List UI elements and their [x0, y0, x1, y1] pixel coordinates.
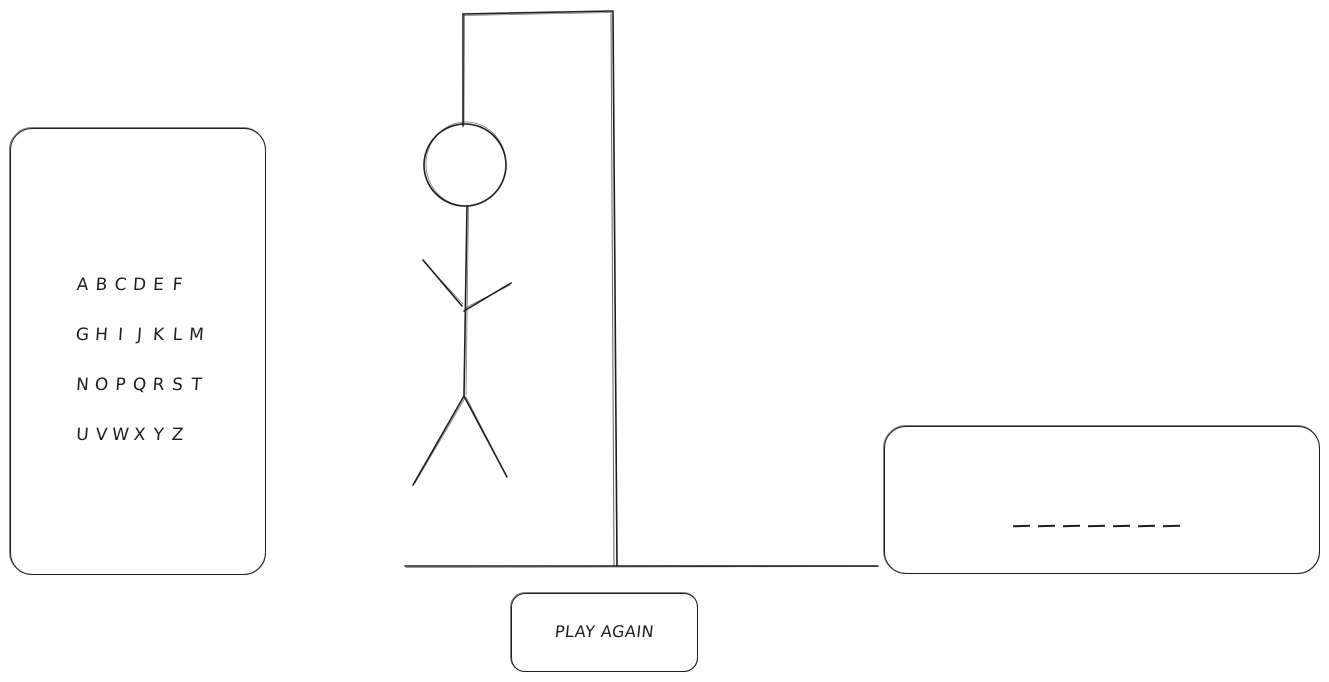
letter-b[interactable]: B [94, 275, 109, 295]
letter-t[interactable]: T [190, 375, 203, 395]
word-panel [883, 425, 1320, 574]
letter-n[interactable]: N [75, 375, 90, 395]
letter-w[interactable]: W [111, 425, 130, 445]
letter-z[interactable]: Z [170, 425, 185, 445]
letter-row-4: U V W X Y Z [73, 425, 187, 445]
letter-p[interactable]: P [114, 375, 127, 395]
letter-blank [1112, 524, 1131, 528]
letter-blank [1162, 524, 1181, 528]
letter-s[interactable]: S [171, 375, 184, 395]
letter-k[interactable]: K [152, 325, 165, 345]
letter-j[interactable]: J [136, 325, 143, 345]
letter-blank [1062, 524, 1081, 528]
letter-a[interactable]: A [75, 275, 90, 295]
letter-y[interactable]: Y [152, 425, 165, 445]
letter-v[interactable]: V [94, 425, 109, 445]
gallows-pole [612, 11, 618, 567]
gallows-beam [462, 10, 614, 15]
letter-e[interactable]: E [152, 275, 165, 295]
letter-g[interactable]: G [75, 325, 90, 345]
letter-c[interactable]: C [113, 275, 128, 295]
letter-r[interactable]: R [151, 375, 166, 395]
hangman-head [423, 121, 507, 207]
letter-u[interactable]: U [75, 425, 90, 445]
letter-q[interactable]: Q [132, 375, 147, 395]
play-again-label: PLAY AGAIN [553, 622, 656, 641]
letter-blank [1137, 524, 1156, 528]
letter-blank [1012, 524, 1031, 528]
letter-h[interactable]: H [94, 325, 109, 345]
letter-i[interactable]: I [117, 325, 124, 345]
letter-x[interactable]: X [132, 425, 147, 445]
hangman-left-leg [412, 395, 465, 486]
letter-m[interactable]: M [188, 325, 205, 345]
letter-row-2: G H I J K L M [73, 325, 206, 345]
letter-row-3: N O P Q R S T [73, 375, 206, 395]
word-blanks [1012, 524, 1181, 528]
letter-d[interactable]: D [132, 275, 147, 295]
hangman-body [463, 205, 468, 397]
letter-panel: A B C D E F G H I J K L M N O P Q R S T … [9, 127, 266, 575]
play-again-button[interactable]: PLAY AGAIN [510, 592, 698, 672]
letter-blank [1037, 524, 1056, 528]
letter-f[interactable]: F [171, 275, 184, 295]
letter-row-1: A B C D E F [73, 275, 187, 295]
letter-o[interactable]: O [94, 375, 109, 395]
letter-blank [1087, 524, 1106, 528]
letter-l[interactable]: L [172, 325, 183, 345]
hangman-right-arm [463, 282, 512, 312]
